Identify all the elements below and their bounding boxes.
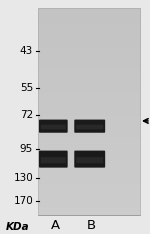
Text: 95: 95 xyxy=(20,144,33,154)
Text: A: A xyxy=(51,219,60,232)
FancyBboxPatch shape xyxy=(38,8,140,215)
FancyBboxPatch shape xyxy=(74,120,105,133)
FancyBboxPatch shape xyxy=(39,151,68,168)
FancyBboxPatch shape xyxy=(76,157,103,163)
Text: 130: 130 xyxy=(13,173,33,183)
FancyBboxPatch shape xyxy=(39,120,68,133)
FancyBboxPatch shape xyxy=(76,125,103,129)
FancyBboxPatch shape xyxy=(41,157,66,163)
Text: 170: 170 xyxy=(13,196,33,206)
Text: 72: 72 xyxy=(20,110,33,120)
Text: 55: 55 xyxy=(20,83,33,92)
Text: KDa: KDa xyxy=(6,222,30,232)
Text: B: B xyxy=(87,219,96,232)
FancyBboxPatch shape xyxy=(74,151,105,168)
FancyBboxPatch shape xyxy=(41,125,66,129)
Text: 43: 43 xyxy=(20,46,33,56)
